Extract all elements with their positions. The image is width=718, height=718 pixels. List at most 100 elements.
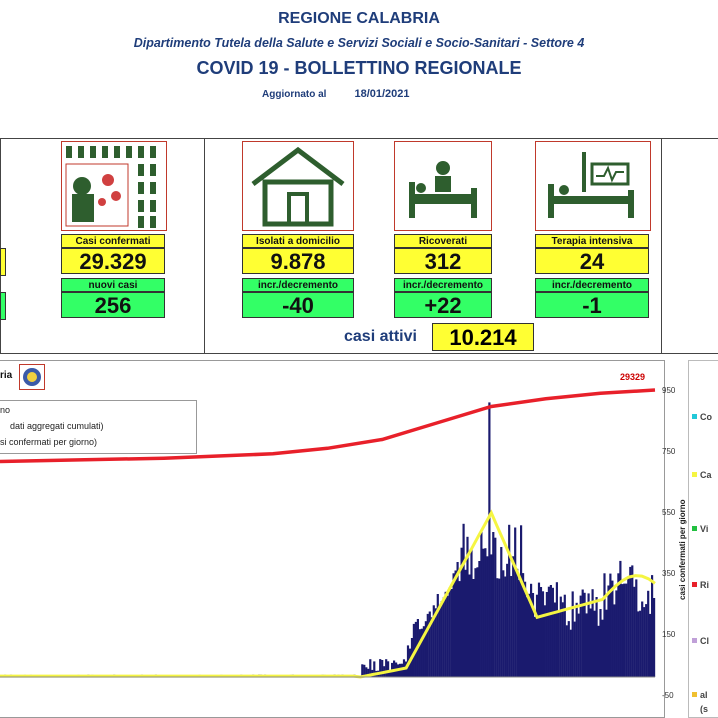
daily-bar — [594, 611, 596, 677]
daily-bar — [447, 596, 449, 677]
update-info: Aggiornato al 18/01/2021 — [262, 88, 410, 100]
partial-card — [0, 248, 6, 276]
daily-bar — [502, 570, 504, 677]
daily-bar — [621, 584, 623, 677]
daily-bar — [512, 556, 514, 677]
daily-bar — [629, 567, 631, 677]
daily-bar — [498, 579, 500, 677]
daily-bar — [526, 597, 528, 677]
daily-bar — [625, 584, 627, 677]
daily-bar — [596, 597, 598, 677]
y-axis-label: casi confermati per giorno — [678, 500, 687, 600]
chart-legend: no dati aggregati cumulati) si confermat… — [0, 400, 197, 454]
daily-bar — [518, 580, 520, 677]
daily-bar — [465, 570, 467, 677]
daily-bar — [637, 611, 639, 677]
daily-bar — [484, 548, 486, 677]
intensive-care-label: Terapia intensiva — [535, 234, 649, 248]
daily-bar — [576, 603, 578, 677]
daily-bar — [538, 583, 540, 677]
daily-bar — [476, 567, 478, 677]
daily-bar — [607, 586, 609, 678]
daily-bar — [496, 578, 498, 677]
daily-bar — [387, 661, 389, 677]
daily-bar — [562, 602, 564, 677]
daily-bar — [619, 561, 621, 677]
right-legend-item: Cl — [700, 636, 709, 646]
daily-bar — [603, 573, 605, 677]
daily-bar — [528, 594, 530, 677]
new-cases-value: 256 — [61, 292, 165, 318]
hospitalized-label: Ricoverati — [394, 234, 492, 248]
daily-bar — [613, 604, 615, 677]
update-date: 18/01/2021 — [354, 88, 409, 100]
daily-bar — [572, 591, 574, 677]
daily-bar — [482, 549, 484, 677]
y-tick: 550 — [662, 508, 675, 517]
intensive-care-value: 24 — [535, 248, 649, 274]
right-legend-dot — [692, 582, 697, 587]
daily-bar — [641, 602, 643, 678]
daily-bar — [564, 595, 566, 677]
daily-bar — [590, 609, 592, 678]
daily-bar — [542, 591, 544, 677]
divider — [661, 138, 662, 353]
daily-bar — [468, 575, 470, 678]
daily-bar — [615, 590, 617, 677]
partial-card — [0, 292, 6, 320]
department-subtitle: Dipartimento Tutela della Salute e Servi… — [0, 36, 718, 50]
y-tick: 350 — [662, 569, 675, 578]
daily-bar — [546, 592, 548, 677]
daily-bar — [582, 590, 584, 678]
daily-bar — [530, 584, 532, 677]
daily-bar — [459, 581, 461, 677]
region-title: REGIONE CALABRIA — [0, 10, 718, 28]
daily-bar — [599, 609, 601, 677]
legend-entry: dati aggregati cumulati) — [10, 421, 104, 431]
cumulative-end-label: 29329 — [620, 372, 645, 382]
daily-bar — [453, 573, 455, 677]
daily-bar — [570, 630, 572, 677]
intensive-care-delta-value: -1 — [535, 292, 649, 318]
hospitalized-delta-value: +22 — [394, 292, 492, 318]
daily-bar — [558, 611, 560, 677]
divider — [0, 138, 1, 353]
daily-bar — [510, 576, 512, 677]
daily-bar — [385, 659, 387, 677]
daily-bar — [568, 621, 570, 677]
daily-bar — [580, 596, 582, 677]
daily-bar — [516, 569, 518, 677]
daily-bar — [643, 607, 645, 677]
right-legend-item: Co — [700, 412, 712, 422]
daily-bar — [639, 611, 641, 677]
daily-bar — [441, 601, 443, 677]
y-tick: -50 — [662, 691, 674, 700]
home-isolation-icon — [242, 141, 354, 231]
daily-bar — [617, 573, 619, 677]
new-cases-label: nuovi casi — [61, 278, 165, 292]
right-legend-dot — [692, 414, 697, 419]
right-legend-dot — [692, 692, 697, 697]
daily-bar — [492, 532, 494, 677]
daily-bar — [611, 581, 613, 677]
intensive-care-icon — [535, 141, 651, 231]
daily-bar — [550, 585, 552, 677]
y-tick: 750 — [662, 447, 675, 456]
daily-bar — [435, 608, 437, 677]
daily-bar — [536, 595, 538, 677]
daily-bar — [443, 598, 445, 678]
daily-bar — [431, 617, 433, 677]
right-legend-item: al — [700, 690, 708, 700]
daily-bar — [488, 402, 490, 677]
daily-bar — [478, 561, 480, 677]
daily-bar — [472, 579, 474, 677]
daily-bar — [647, 591, 649, 677]
daily-bar — [635, 579, 637, 677]
bulletin-title: COVID 19 - BOLLETTINO REGIONALE — [0, 58, 718, 79]
daily-bar — [633, 587, 635, 677]
daily-bar — [649, 614, 651, 677]
active-cases-value: 10.214 — [432, 323, 534, 351]
daily-bar — [578, 614, 580, 677]
daily-bar — [605, 610, 607, 677]
daily-bar — [556, 582, 558, 677]
